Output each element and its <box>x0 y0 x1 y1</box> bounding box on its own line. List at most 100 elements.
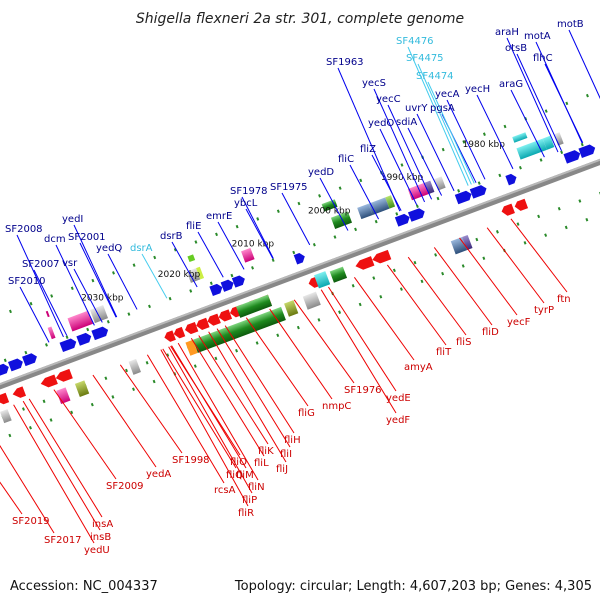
gene-block <box>329 266 348 283</box>
gene-label-reverse: fliH <box>284 435 301 446</box>
tick-dot <box>296 325 300 330</box>
gene-block <box>89 305 109 324</box>
tick-dot <box>436 196 440 201</box>
gene-block <box>542 135 555 150</box>
leader-line <box>486 227 545 304</box>
leader-line <box>19 286 50 343</box>
gene-label-forward: yedQ <box>96 243 122 254</box>
leader-line <box>269 308 333 400</box>
gene-block <box>553 132 564 146</box>
leader-line <box>281 192 311 246</box>
gene-label-forward: motB <box>557 19 584 30</box>
tick-dot <box>152 379 156 384</box>
leader-line <box>168 346 253 494</box>
gene-label-reverse: fliT <box>436 347 452 358</box>
tick-dot <box>379 295 383 299</box>
gene-arrow-reverse <box>501 203 515 216</box>
gene-label-reverse: nmpC <box>322 401 351 412</box>
tick-dot <box>351 283 355 288</box>
gene-arrow-forward <box>59 338 77 353</box>
gene-block <box>56 387 71 405</box>
leader-line <box>349 164 380 220</box>
tick-dot <box>354 227 358 232</box>
gene-block <box>186 268 201 283</box>
tick-dot <box>29 301 33 306</box>
gene-label-reverse: fliM <box>236 470 254 481</box>
gene-label-reverse: yecF <box>507 317 531 328</box>
leader-line <box>371 154 402 211</box>
gene-block <box>196 266 205 280</box>
tick-dot <box>251 266 255 270</box>
gene-arrow-reverse <box>355 256 375 270</box>
tick-dot <box>395 212 399 216</box>
gene-arrow-forward <box>578 144 596 159</box>
gene-label-forward: araG <box>499 79 523 90</box>
tick-dot <box>235 348 239 353</box>
gene-labels: SF2010 SF2007 SF2008 dcm vsr yedI SF2001… <box>5 19 584 556</box>
tick-dot <box>276 333 280 338</box>
tick-dot <box>523 241 527 245</box>
leader-line <box>407 256 467 336</box>
leader-line <box>0 444 55 534</box>
tick-dot <box>461 264 465 268</box>
gene-block <box>0 409 12 424</box>
leader-line <box>407 46 469 186</box>
leader-line <box>510 89 545 158</box>
tick-dot <box>90 402 94 407</box>
gene-label-forward: SF2010 <box>8 276 46 287</box>
gene-block <box>241 247 255 263</box>
tick-dot <box>91 278 95 283</box>
gene-label-forward: yedO <box>368 118 394 129</box>
kbp-label: 2030 kbp <box>81 293 124 303</box>
tick-dot <box>292 250 296 255</box>
gene-label-forward: fliC <box>338 154 354 165</box>
gene-label-reverse: yedF <box>386 415 410 426</box>
tick-dot <box>214 356 218 361</box>
leader-line <box>328 286 397 392</box>
tick-dot <box>482 256 486 261</box>
gene-label-reverse: fliD <box>482 327 499 338</box>
gene-block <box>302 291 321 310</box>
leader-line <box>387 104 433 200</box>
gene-label-forward: SF2001 <box>68 232 106 243</box>
kbp-label: 2000 kbp <box>308 206 351 216</box>
leader-line <box>198 335 269 445</box>
tick-dot <box>104 376 108 380</box>
tick-dot <box>585 217 589 222</box>
tick-dot <box>24 350 28 355</box>
topology-label: Topology: circular; Length: 4,607,203 bp… <box>234 579 592 594</box>
tick-dot <box>153 255 157 260</box>
kbp-label: 1980 kbp <box>463 140 506 150</box>
gene-block <box>128 358 141 375</box>
gene-label-reverse: SF2009 <box>106 481 144 492</box>
gene-arrow-reverse <box>207 313 221 326</box>
leader-line <box>459 237 518 316</box>
gene-arrow-forward <box>91 326 109 341</box>
tick-dot <box>420 279 424 284</box>
gene-label-reverse: fliL <box>254 458 269 469</box>
leader-line <box>197 231 224 278</box>
tick-dot <box>578 199 582 203</box>
gene-label-forward: yedI <box>62 214 83 225</box>
gene-label-rna: SF4474 <box>416 71 454 82</box>
gene-arrow-reverse <box>372 249 392 264</box>
tick-dot <box>475 237 479 242</box>
kbp-label: 2010 kbp <box>232 239 275 249</box>
tick-dot <box>106 320 110 324</box>
leader-line <box>245 208 274 259</box>
gene-label-forward: dsrB <box>160 231 183 242</box>
leader-line <box>16 234 64 338</box>
gene-label-forward: yecH <box>465 84 490 95</box>
gene-arrow-reverse <box>185 321 199 335</box>
tick-dot <box>399 287 403 291</box>
tick-dot <box>400 163 404 167</box>
tick-dot <box>194 240 198 244</box>
gene-label-reverse: fliN <box>248 482 265 493</box>
gene-label-forward: yecS <box>362 78 386 89</box>
gene-block <box>357 203 373 220</box>
gene-block <box>185 339 198 356</box>
tick-dot <box>462 140 466 144</box>
tick-dot <box>145 361 149 365</box>
gene-label-forward: yecC <box>376 94 401 105</box>
